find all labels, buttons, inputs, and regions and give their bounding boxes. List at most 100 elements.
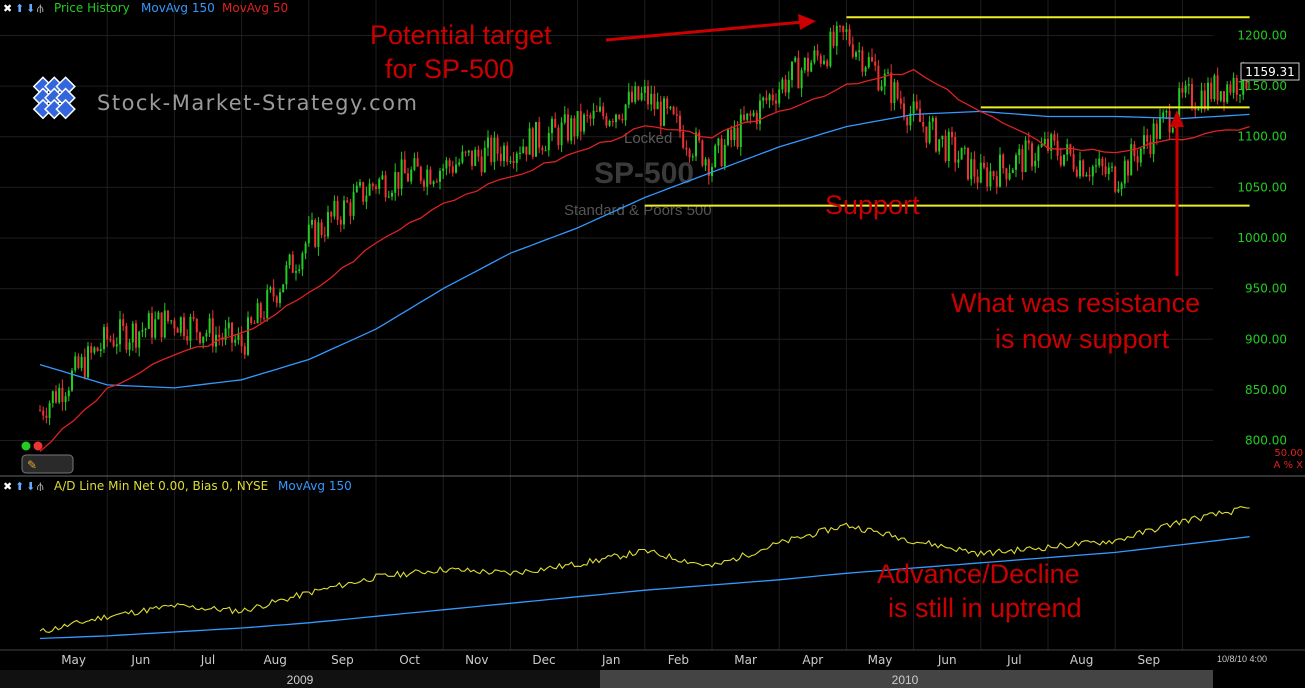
candle-body [688, 149, 691, 158]
candle-body [474, 149, 477, 166]
candle-body [1091, 166, 1094, 177]
candle-body [1104, 166, 1107, 174]
candle-body [707, 159, 710, 177]
candle-body [1181, 88, 1184, 93]
candle-body [794, 57, 797, 62]
tool-button[interactable] [21, 454, 74, 474]
candle-body [880, 86, 883, 91]
candle-body [1079, 160, 1081, 177]
candle-body [957, 159, 960, 163]
candle-body [829, 31, 832, 67]
y-tick-label: 1000.00 [1237, 231, 1287, 245]
candle-body [618, 114, 621, 119]
candle-body [58, 387, 61, 403]
candle-body [333, 200, 336, 217]
status-widget[interactable]: ✎ [21, 441, 74, 474]
candle-body [115, 344, 118, 347]
candle-body [842, 25, 845, 32]
candle-body [467, 150, 470, 153]
candle-body [627, 91, 630, 105]
candle-body [733, 127, 736, 141]
candle-body [279, 292, 281, 303]
candle-body [371, 183, 374, 187]
legend-ma150[interactable]: MovAvg 150 [141, 1, 215, 15]
year-label-2009: 2009 [287, 673, 314, 687]
candle-body [749, 113, 752, 116]
candle-body [919, 108, 921, 122]
candle-body [266, 289, 269, 319]
candle-body [39, 410, 41, 412]
pin-icon[interactable]: ⫛ [37, 481, 44, 493]
candle-body [803, 57, 806, 71]
watermark-site: Stock-Market-Strategy.com [97, 91, 418, 115]
candle-body [1162, 112, 1165, 118]
candle-body [199, 332, 201, 344]
candle-body [1011, 169, 1014, 174]
small-scale-buttons[interactable]: A % X [1273, 460, 1303, 471]
arrow-down-icon[interactable]: ⬇ [26, 481, 35, 493]
candle-body [925, 126, 928, 143]
candle-body [522, 146, 525, 153]
candle-body [1066, 144, 1069, 155]
candle-body [170, 320, 173, 322]
x-tick-label: Nov [465, 653, 488, 667]
candle-body [867, 57, 870, 68]
candle-body [435, 181, 438, 183]
candle-body [647, 86, 649, 105]
close-icon[interactable]: ✖ [3, 3, 12, 15]
candle-body [263, 317, 265, 319]
candle-body [528, 128, 531, 155]
candle-body [407, 173, 409, 182]
candle-body [141, 330, 144, 332]
red-dot-icon [33, 441, 43, 451]
candle-body [151, 313, 153, 338]
candle-body [51, 391, 54, 404]
candle-body [976, 176, 979, 183]
candle-body [887, 72, 889, 74]
candle-body [1168, 110, 1171, 133]
candle-body [675, 114, 678, 116]
x-tick-label: Jun [130, 653, 150, 667]
candle-body [381, 175, 384, 180]
candle-body [48, 403, 51, 418]
candle-body [378, 179, 381, 189]
candle-body [931, 117, 934, 122]
x-axis: May Jun Jul Aug Sep Oct Nov Dec Jan Feb Mar Apr May J… [61, 653, 1160, 667]
candle-body [237, 334, 240, 341]
y-tick-label: 1150.00 [1237, 79, 1287, 93]
candle-body [1088, 174, 1091, 177]
candle-body [819, 55, 822, 64]
candle-body [631, 91, 633, 102]
arrow-up-icon[interactable]: ⬆ [15, 481, 24, 493]
last-price-badge: 1159.31 [1240, 62, 1300, 81]
ad-ma150-line [39, 536, 1250, 640]
x-tick-label: Jun [937, 653, 957, 667]
y-tick-label: 1200.00 [1237, 28, 1287, 42]
candle-body [483, 147, 486, 173]
candle-body [871, 57, 873, 62]
candle-body [119, 319, 121, 345]
close-icon[interactable]: ✖ [3, 481, 12, 493]
candle-body [1037, 146, 1040, 161]
candle-body [944, 135, 947, 161]
candle-body [797, 57, 800, 89]
legend-ad-line[interactable]: A/D Line Min Net 0.00, Bias 0, NYSE [54, 479, 268, 493]
candle-body [739, 114, 742, 147]
annotation-target-1: Potential target [370, 20, 552, 50]
candle-body [1232, 77, 1235, 93]
x-tick-label: Apr [802, 653, 823, 667]
candle-body [599, 106, 601, 112]
candle-body [1152, 123, 1155, 155]
candle-body [723, 144, 726, 167]
arrow-down-icon[interactable]: ⬇ [26, 3, 35, 15]
arrow-up-icon[interactable]: ⬆ [15, 3, 24, 15]
pin-icon[interactable]: ⫛ [37, 3, 44, 15]
candle-body [202, 336, 205, 344]
candle-body [903, 103, 905, 118]
candle-body [1127, 160, 1129, 176]
legend-price-history[interactable]: Price History [54, 1, 130, 15]
legend-ad-ma150[interactable]: MovAvg 150 [278, 479, 352, 493]
candle-body [154, 319, 157, 338]
legend-ma50[interactable]: MovAvg 50 [222, 1, 288, 15]
